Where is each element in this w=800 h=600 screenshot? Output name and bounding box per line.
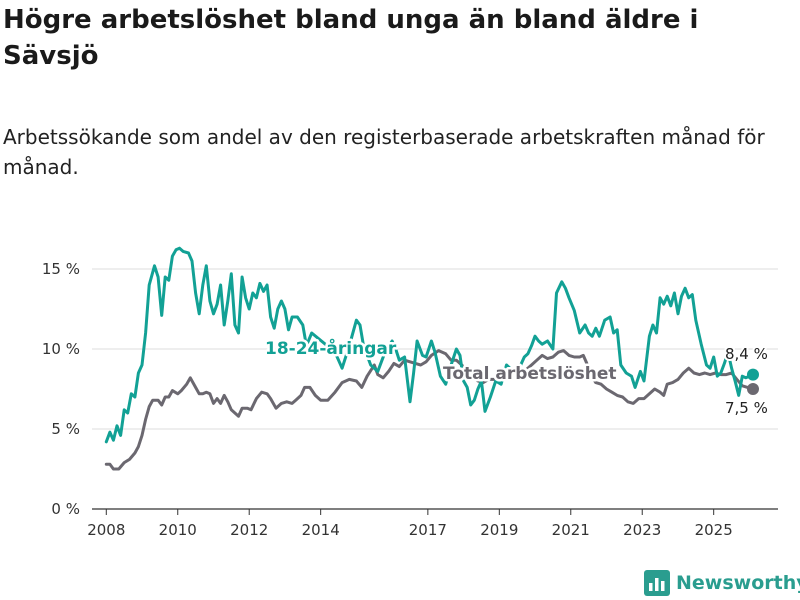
series-line-1 (104, 349, 755, 471)
x-tick-label: 2025 (695, 521, 733, 539)
series-end-point-1 (746, 383, 759, 395)
series-name-label: 18-24-åringar (265, 337, 397, 359)
y-tick-label: 0 % (51, 500, 80, 518)
y-tick-label: 10 % (42, 340, 80, 358)
x-tick-label: 2019 (480, 521, 518, 539)
x-tick-label: 2023 (623, 521, 661, 539)
series-labels: 18-24-åringar Total arbetslöshet 8,4 % 7,5 … (263, 335, 770, 420)
y-tick-label: 15 % (42, 260, 80, 278)
series-name-label: Total arbetslöshet (443, 364, 617, 384)
y-axis-tick-labels: 0 % 5 % 10 % 15 % (42, 260, 80, 518)
chart-subtitle: Arbetssökande som andel av den registerb… (3, 125, 765, 179)
x-tick-label: 2008 (87, 521, 125, 539)
x-tick-label: 2017 (409, 521, 447, 539)
brand-name: Newsworthy (676, 572, 800, 594)
series-end-value-label: 7,5 % (725, 399, 768, 417)
series-line-0 (104, 246, 755, 444)
newsworthy-logo: Newsworthy (644, 567, 800, 599)
series-end-value-label: 8,4 % (725, 345, 768, 363)
series-lines (104, 246, 759, 471)
x-tick-label: 2021 (552, 521, 590, 539)
x-axis-tick-labels: 2008 2010 2012 2014 2017 2019 2021 2023 2025 (87, 509, 733, 539)
x-tick-label: 2012 (230, 521, 268, 539)
y-tick-label: 5 % (51, 420, 80, 438)
chart-title: Högre arbetslöshet bland unga än bland ä… (3, 5, 699, 71)
series-end-point-0 (746, 368, 759, 381)
x-tick-label: 2014 (302, 521, 340, 539)
x-tick-label: 2010 (159, 521, 197, 539)
bar-chart-logo-icon (644, 570, 670, 596)
